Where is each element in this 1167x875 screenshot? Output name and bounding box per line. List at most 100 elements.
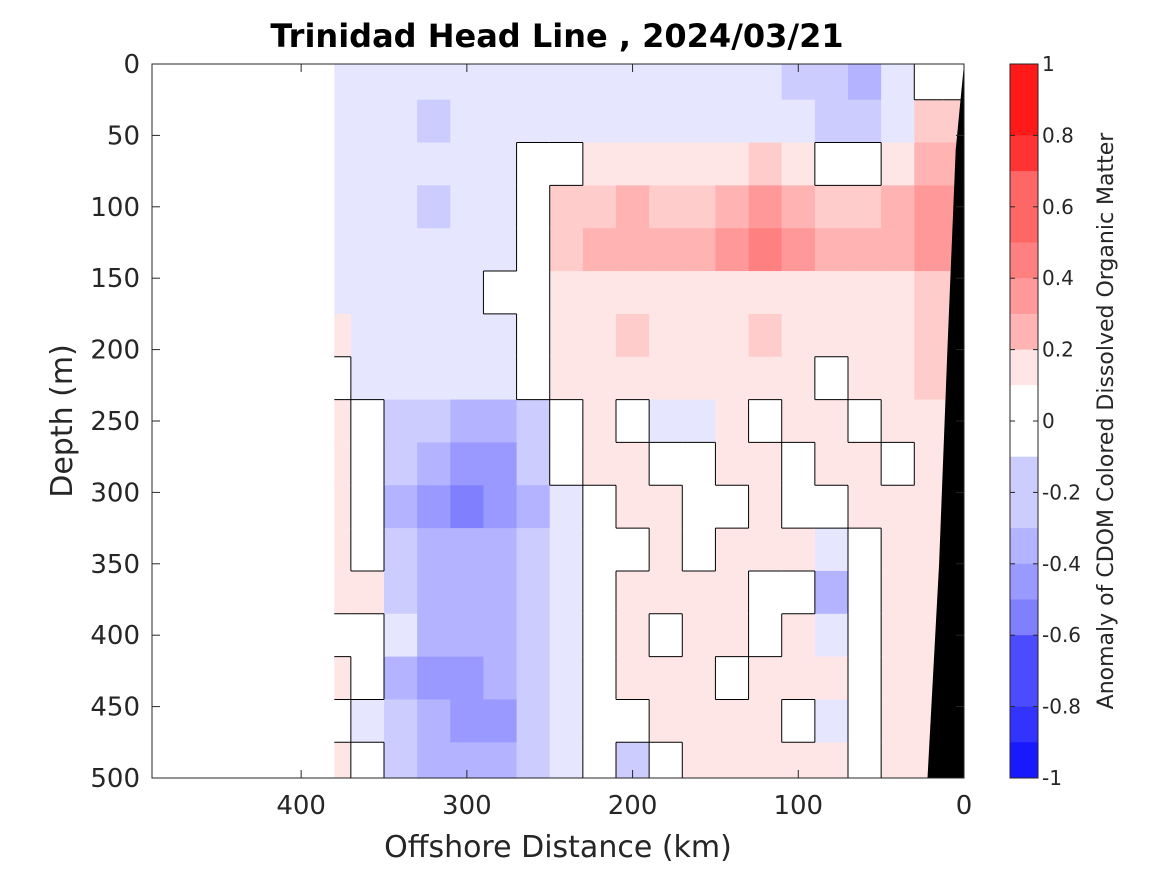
heatmap-cell xyxy=(516,64,551,101)
heatmap-cell xyxy=(616,313,650,358)
heatmap-cell xyxy=(748,185,783,229)
colorbar-swatch xyxy=(1010,313,1038,351)
heatmap-cell xyxy=(334,271,352,315)
heatmap-cell xyxy=(616,656,650,701)
heatmap-cell xyxy=(384,442,418,486)
heatmap-cell xyxy=(549,699,584,743)
colorbar-tick-label: -1 xyxy=(1042,766,1062,790)
heatmap-cell xyxy=(384,271,418,315)
heatmap-cell xyxy=(450,99,485,144)
heatmap-cell xyxy=(781,228,816,272)
x-tick-label: 100 xyxy=(773,791,823,821)
heatmap-cell xyxy=(417,399,451,444)
heatmap-cell xyxy=(516,528,551,572)
heatmap-cell xyxy=(417,699,451,743)
heatmap-cell xyxy=(384,699,418,743)
heatmap-cell xyxy=(649,142,683,186)
x-tick-label: 400 xyxy=(276,791,326,821)
heatmap-cell xyxy=(516,613,551,658)
x-tick-label: 300 xyxy=(442,791,492,821)
heatmap-cell xyxy=(450,356,485,401)
heatmap-cell xyxy=(649,313,683,358)
heatmap-cell xyxy=(483,656,518,701)
heatmap-cell xyxy=(350,742,385,779)
colorbar-tick-label: 0.4 xyxy=(1042,266,1074,290)
heatmap-cell xyxy=(781,699,816,743)
y-tick-label: 300 xyxy=(90,478,140,508)
heatmap-cell xyxy=(649,399,683,444)
heatmap-cell xyxy=(417,142,451,186)
heatmap-cell xyxy=(334,99,352,144)
y-tick-label: 150 xyxy=(90,264,140,294)
heatmap-cell xyxy=(649,356,683,401)
heatmap-cell xyxy=(682,613,717,658)
heatmap-cell xyxy=(582,399,617,444)
heatmap-cell xyxy=(848,64,882,101)
heatmap-cell xyxy=(881,528,915,572)
heatmap-cell xyxy=(384,356,418,401)
heatmap-cell xyxy=(848,485,882,529)
colorbar-tick-label: 1 xyxy=(1042,52,1055,76)
heatmap-cell xyxy=(582,99,617,144)
heatmap-cell xyxy=(682,228,717,272)
heatmap-cell xyxy=(384,613,418,658)
heatmap-cell xyxy=(417,356,451,401)
heatmap-cell xyxy=(549,613,584,658)
heatmap-cell xyxy=(616,228,650,272)
y-tick-label: 400 xyxy=(90,621,140,651)
heatmap-cell xyxy=(781,271,816,315)
heatmap-cell xyxy=(384,185,418,229)
heatmap-cell xyxy=(649,64,683,101)
heatmap-cell xyxy=(417,656,451,701)
heatmap-cell xyxy=(334,570,352,615)
heatmap-cell xyxy=(616,399,650,444)
heatmap-cell xyxy=(384,742,418,779)
heatmap-cell xyxy=(549,142,584,186)
heatmap-cell xyxy=(483,442,518,486)
heatmap-cell xyxy=(334,313,352,358)
heatmap-cell xyxy=(616,485,650,529)
heatmap-cell xyxy=(334,185,352,229)
heatmap-cell xyxy=(483,185,518,229)
y-axis-ticks: 0 50 100 150 200 250 300 350 400 450 500 xyxy=(90,50,964,794)
heatmap-cell xyxy=(715,271,750,315)
heatmap-cell xyxy=(881,228,915,272)
heatmap-cell xyxy=(914,271,944,315)
colorbar-swatch xyxy=(1010,99,1038,136)
colorbar-tick-label: 0 xyxy=(1042,409,1055,433)
heatmap-cell xyxy=(334,656,352,701)
y-tick-label: 200 xyxy=(90,336,140,366)
heatmap-cell xyxy=(848,142,882,186)
heatmap-cell xyxy=(814,399,849,444)
colorbar-swatch xyxy=(1010,742,1038,779)
heatmap-cell xyxy=(914,442,944,486)
heatmap-cell xyxy=(649,99,683,144)
heatmap-cell xyxy=(334,485,352,529)
y-tick-label: 350 xyxy=(90,550,140,580)
colorbar-swatch xyxy=(1010,421,1038,458)
heatmap-cell xyxy=(582,485,617,529)
heatmap-cell xyxy=(848,313,882,358)
heatmap-cell xyxy=(715,313,750,358)
heatmap-cell xyxy=(682,442,717,486)
heatmap-cell xyxy=(450,656,485,701)
colorbar-swatch xyxy=(1010,456,1038,493)
heatmap-cell xyxy=(516,356,551,401)
heatmap-cell xyxy=(881,185,915,229)
heatmap-cell xyxy=(582,185,617,229)
heatmap-cell xyxy=(848,99,882,144)
heatmap-cell xyxy=(549,485,584,529)
heatmap-cell xyxy=(682,142,717,186)
heatmap-cell xyxy=(417,99,451,144)
heatmap-cell xyxy=(682,699,717,743)
heatmap-cell xyxy=(549,313,584,358)
heatmap-cell xyxy=(516,399,551,444)
heatmap-cell xyxy=(483,699,518,743)
heatmap-cell xyxy=(682,271,717,315)
heatmap-cell xyxy=(483,742,518,779)
colorbar-swatch xyxy=(1010,492,1038,529)
heatmap-cell xyxy=(384,399,418,444)
y-tick-label: 250 xyxy=(90,407,140,437)
heatmap-cell xyxy=(848,570,882,615)
heatmap-cell xyxy=(748,99,783,144)
